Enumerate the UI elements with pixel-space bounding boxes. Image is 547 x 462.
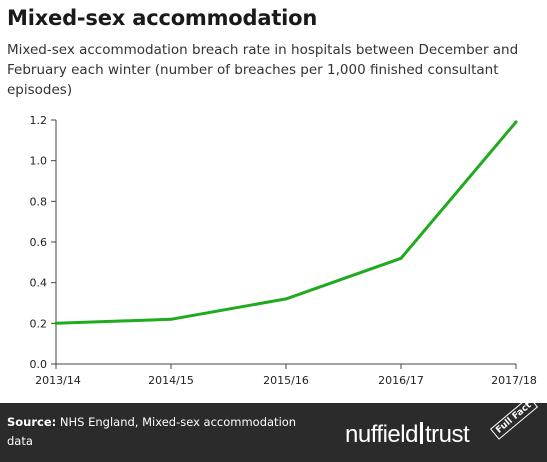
data-point xyxy=(399,256,403,260)
data-point xyxy=(514,120,518,124)
y-tick-label: 0.2 xyxy=(30,317,48,330)
logo-divider-icon xyxy=(419,422,423,444)
y-tick-label: 0.6 xyxy=(30,236,48,249)
x-tick-label: 2014/15 xyxy=(148,374,194,387)
series-group xyxy=(54,120,518,325)
y-tick-label: 1.2 xyxy=(30,114,48,127)
x-tick-label: 2015/16 xyxy=(263,374,309,387)
source-text: NHS England, Mixed-sex accommodation dat… xyxy=(7,415,297,448)
chart-subtitle: Mixed-sex accommodation breach rate in h… xyxy=(7,42,519,98)
source-label: Source: xyxy=(7,415,57,429)
x-axis-ticks: 2013/14 2014/15 2015/16 2016/17 2017/18 xyxy=(35,364,537,387)
logo-text-right: trust xyxy=(424,421,470,448)
x-tick-label: 2013/14 xyxy=(35,374,81,387)
y-axis-ticks: 0.0 0.2 0.4 0.6 0.8 1.0 1.2 xyxy=(30,114,56,371)
series-line xyxy=(54,120,518,325)
source-note: Source: NHS England, Mixed-sex accommoda… xyxy=(7,413,307,451)
badge-text: Full Fact xyxy=(490,396,538,440)
nuffield-trust-logo: nuffield trust xyxy=(345,421,470,449)
data-point xyxy=(284,297,288,301)
logo-text-left: nuffield xyxy=(345,421,418,448)
chart-title: Mixed-sex accommodation xyxy=(7,6,318,30)
y-tick-label: 0.0 xyxy=(30,358,48,371)
data-point xyxy=(54,321,58,325)
footer: Source: NHS England, Mixed-sex accommoda… xyxy=(0,396,547,462)
y-tick-label: 0.4 xyxy=(30,277,48,290)
data-point xyxy=(169,317,173,321)
line-chart: 0.0 0.2 0.4 0.6 0.8 1.0 1.2 2013/14 2014/15 2015… xyxy=(30,114,537,387)
x-tick-label: 2017/18 xyxy=(491,374,537,387)
y-tick-label: 1.0 xyxy=(30,155,48,168)
x-tick-label: 2016/17 xyxy=(378,374,424,387)
y-tick-label: 0.8 xyxy=(30,195,48,208)
